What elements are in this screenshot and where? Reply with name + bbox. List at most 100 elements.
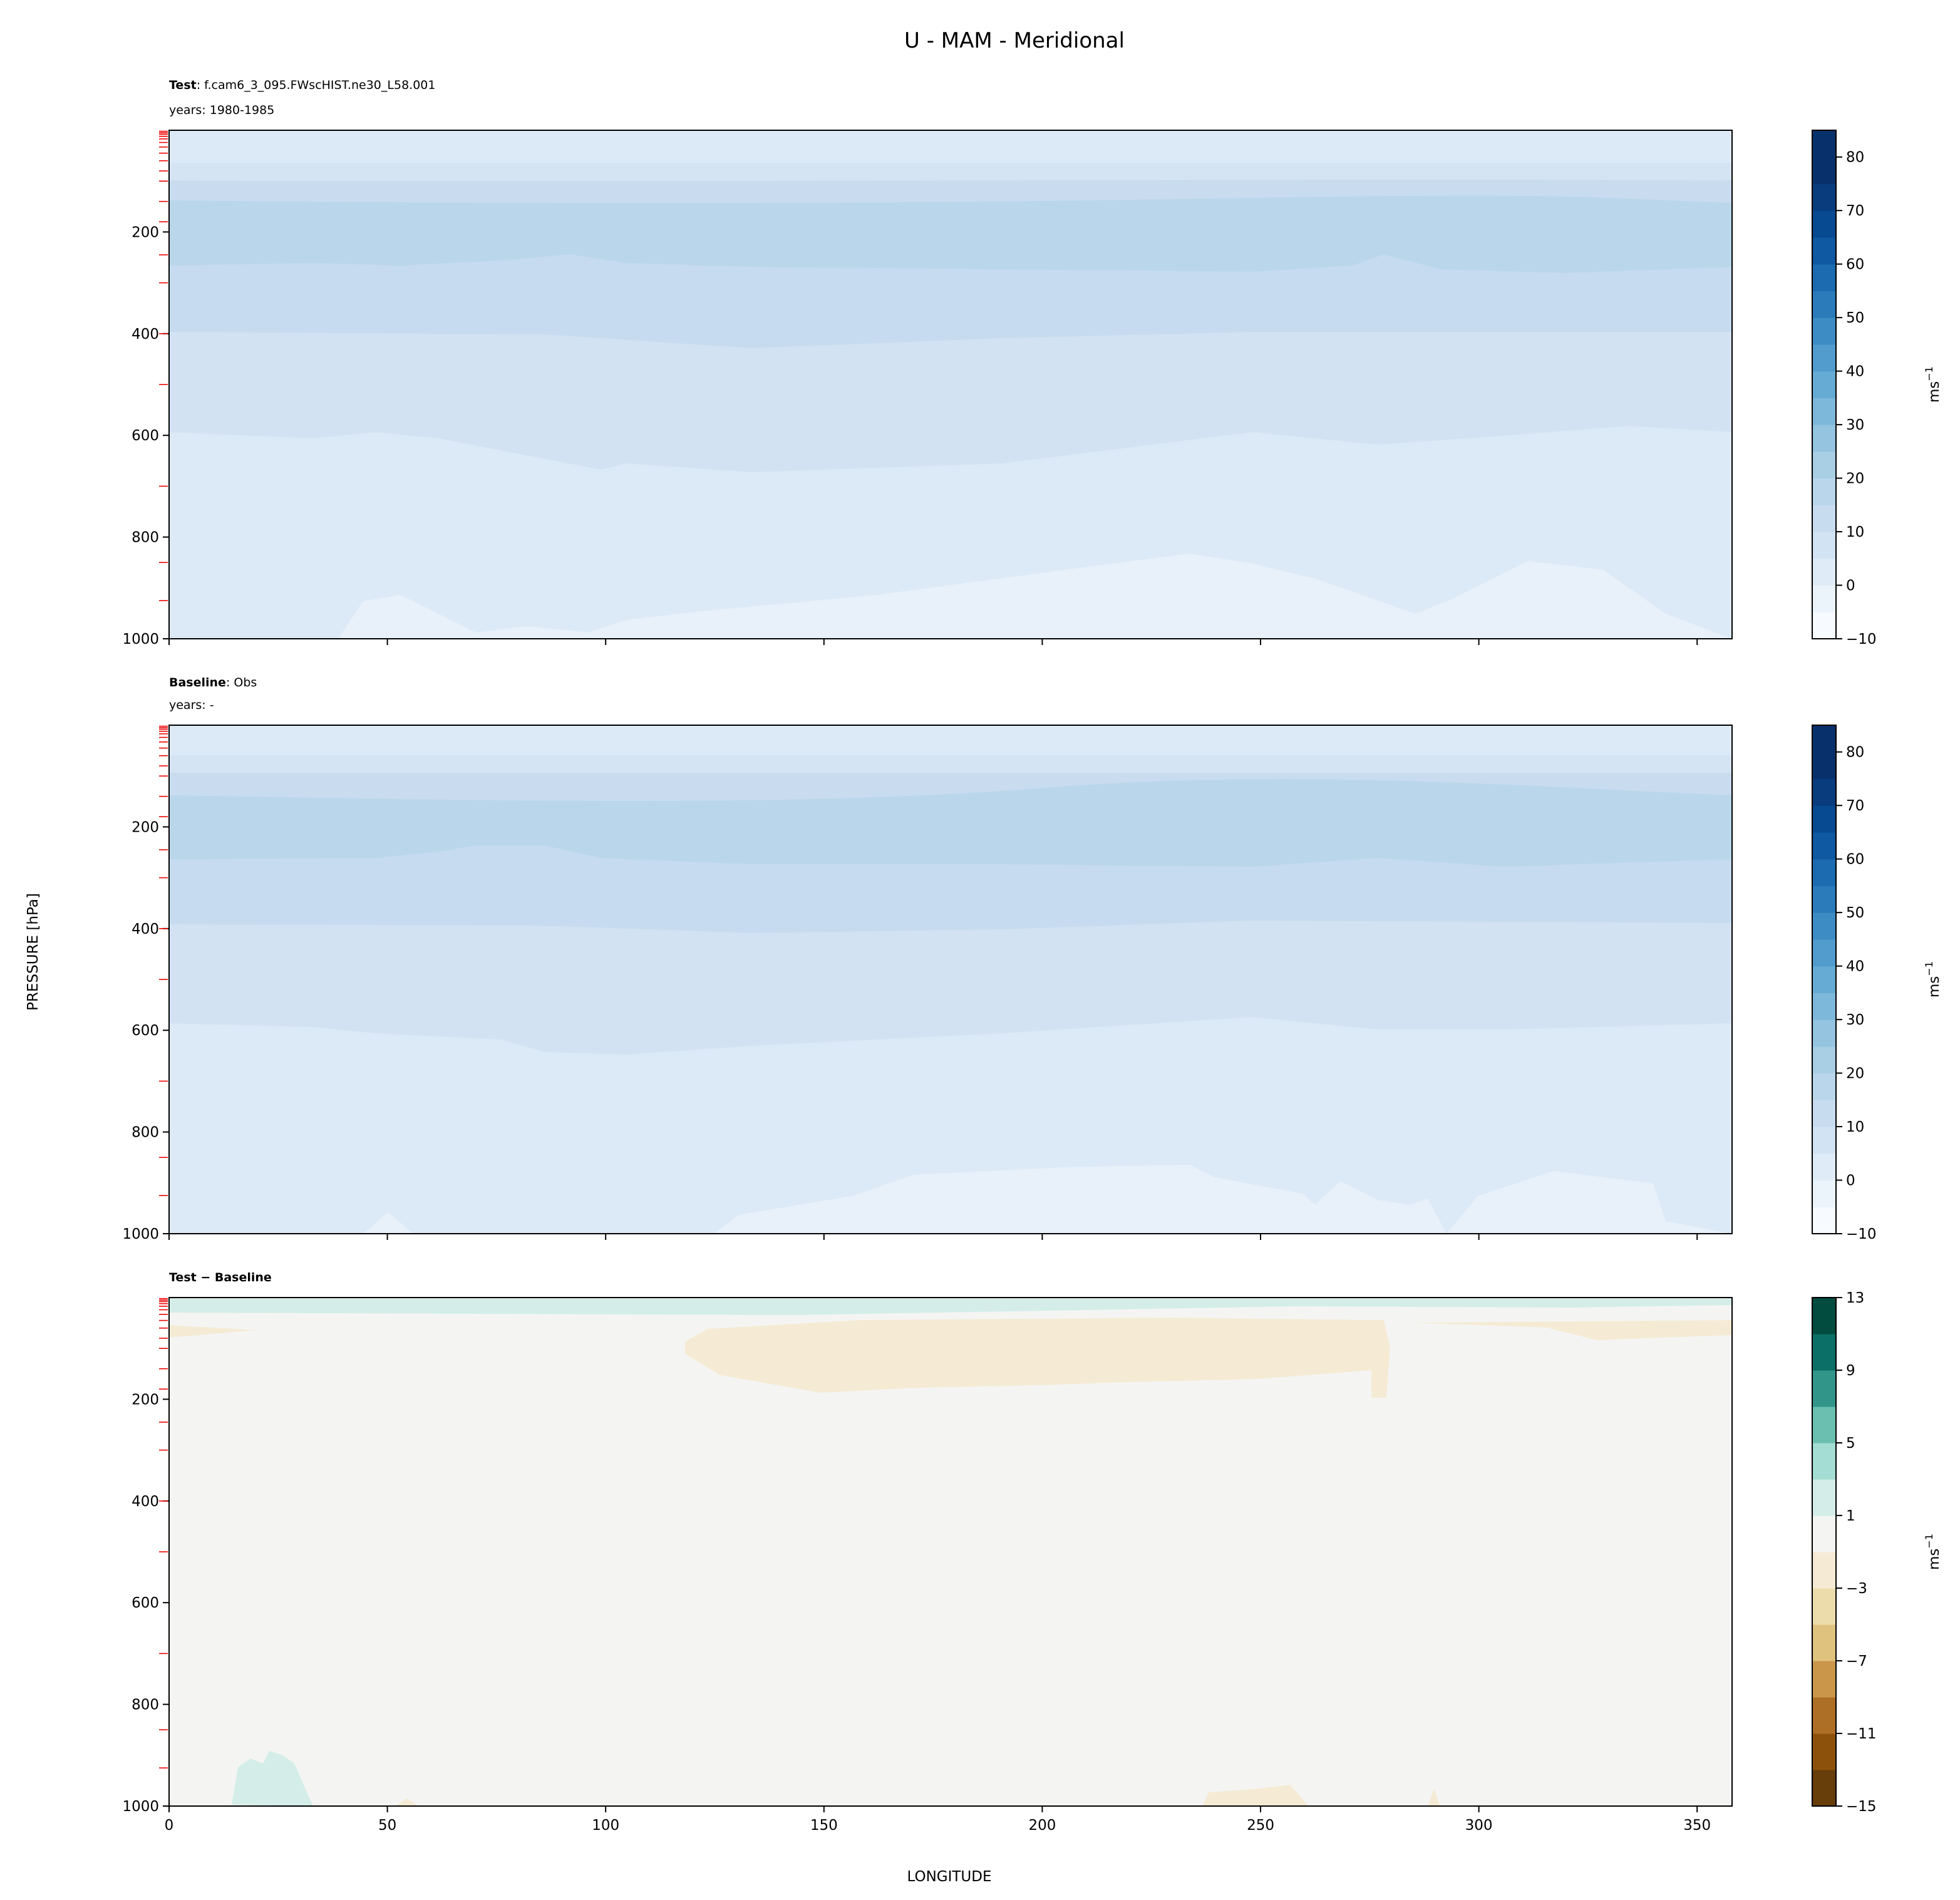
colorbar-tick-label: 70: [1846, 798, 1864, 814]
colorbar-tick-label: −3: [1846, 1581, 1867, 1597]
colorbar-frame: [1812, 1297, 1837, 1807]
colorbar-bin: [1812, 1515, 1836, 1552]
colorbar-tick-label: 60: [1846, 257, 1864, 273]
colorbar-bin: [1812, 237, 1836, 265]
colorbar-tick-label: 0: [1846, 1173, 1855, 1189]
colorbar-units-base: ms: [1926, 976, 1942, 998]
colorbar-bin: [1812, 1127, 1836, 1154]
colorbar-bin: [1812, 425, 1836, 452]
colorbar-bin: [1812, 1770, 1836, 1807]
colorbar-units-exponent: −1: [1923, 961, 1935, 976]
colorbar-bin: [1812, 1180, 1836, 1207]
colorbar-bin: [1812, 1733, 1836, 1770]
colorbar-bin: [1812, 210, 1836, 238]
x-tick-label: 350: [1683, 1817, 1711, 1834]
colorbar-frame: [1812, 725, 1837, 1234]
colorbar-bin: [1812, 778, 1836, 806]
colorbar-tick-label: 20: [1846, 471, 1864, 487]
colorbar-tick-label: −10: [1846, 631, 1877, 648]
colorbar-bin: [1812, 1370, 1836, 1407]
y-tick-label: 600: [132, 1023, 159, 1039]
colorbar-bin: [1812, 157, 1836, 185]
colorbar-bin: [1812, 371, 1836, 398]
colorbar-bin: [1812, 751, 1836, 780]
x-tick-label: 200: [1028, 1817, 1056, 1834]
y-tick-label: 200: [132, 224, 159, 240]
colorbar-tick-label: 0: [1846, 578, 1855, 594]
y-tick-label: 400: [132, 326, 159, 343]
colorbar-bin: [1812, 966, 1836, 993]
baseline-title-bold: Baseline: [169, 676, 226, 689]
test-title-run: : f.cam6_3_095.FWscHIST.ne30_L58.001: [197, 78, 436, 92]
test-years: years: 1980-1985: [169, 103, 274, 117]
colorbar-frame: [1812, 130, 1837, 639]
colorbar-bin: [1812, 1479, 1836, 1516]
colorbar-bin: [1812, 725, 1836, 753]
y-axis-label: PRESSURE [hPa]: [25, 893, 41, 1011]
colorbar-tick-label: 80: [1846, 745, 1864, 761]
colorbar-bin: [1812, 1020, 1836, 1047]
y-tick-label: 800: [132, 530, 159, 546]
x-tick-label: 300: [1465, 1817, 1493, 1834]
colorbar-bin: [1812, 1407, 1836, 1443]
colorbar-bin: [1812, 1207, 1836, 1234]
colorbar-bin: [1812, 344, 1836, 372]
colorbar-tick-label: 20: [1846, 1066, 1864, 1082]
baseline-title: Baseline: Obs: [169, 676, 257, 689]
y-tick-label: 800: [132, 1125, 159, 1141]
y-tick-label: 1000: [122, 1799, 159, 1815]
colorbar-bin: [1812, 1334, 1836, 1371]
baseline-panel: [168, 725, 1733, 1234]
colorbar-tick-label: 50: [1846, 310, 1864, 326]
y-tick-label: 400: [132, 921, 159, 937]
colorbar-tick-label: 5: [1846, 1435, 1855, 1452]
colorbar-bin: [1812, 1588, 1836, 1625]
colorbar-tick-label: 10: [1846, 1119, 1864, 1135]
x-tick-label: 50: [378, 1817, 396, 1834]
y-tick-label: 800: [132, 1697, 159, 1713]
colorbar-bin: [1812, 832, 1836, 860]
colorbar-tick-label: 1: [1846, 1508, 1855, 1524]
colorbar-bin: [1812, 885, 1836, 913]
test-title: Test: f.cam6_3_095.FWscHIST.ne30_L58.001: [169, 78, 435, 92]
colorbar-bin: [1812, 612, 1836, 639]
colorbar-tick-label: 9: [1846, 1363, 1855, 1379]
colorbar-tick-label: 60: [1846, 852, 1864, 868]
y-tick-label: 600: [132, 1595, 159, 1611]
colorbar-tick-label: 30: [1846, 1012, 1864, 1028]
colorbar-tick-label: −11: [1846, 1726, 1877, 1742]
colorbar-bin: [1812, 558, 1836, 586]
colorbar-bin: [1812, 993, 1836, 1020]
colorbar-bin: [1812, 1552, 1836, 1589]
colorbar-bin: [1812, 1624, 1836, 1661]
test-panel: [168, 130, 1733, 639]
baseline-title-run: : Obs: [226, 676, 257, 689]
colorbar-bin: [1812, 1046, 1836, 1074]
x-tick-label: 100: [592, 1817, 619, 1834]
colorbar-units: ms−1: [1923, 961, 1942, 998]
colorbar-tick-label: 13: [1846, 1290, 1864, 1306]
colorbar-bin: [1812, 451, 1836, 479]
colorbar-tick-label: 70: [1846, 203, 1864, 219]
y-tick-label: 400: [132, 1494, 159, 1510]
colorbar-bin: [1812, 183, 1836, 211]
colorbar-tick-label: 50: [1846, 905, 1864, 921]
colorbar-bin: [1812, 505, 1836, 532]
colorbar-units-base: ms: [1926, 1549, 1942, 1570]
test-title-bold: Test: [169, 78, 197, 92]
colorbar-bin: [1812, 1661, 1836, 1698]
colorbar-tick-label: 30: [1846, 417, 1864, 433]
colorbar-units: ms−1: [1923, 366, 1942, 403]
colorbar-bin: [1812, 859, 1836, 887]
colorbar-bin: [1812, 130, 1836, 158]
y-tick-label: 200: [132, 1391, 159, 1408]
y-tick-label: 600: [132, 428, 159, 444]
colorbar-bin: [1812, 1697, 1836, 1734]
y-tick-label: 1000: [122, 1226, 159, 1242]
colorbar-bin: [1812, 291, 1836, 318]
y-tick-label: 1000: [122, 631, 159, 648]
colorbar-units-base: ms: [1926, 381, 1942, 403]
x-tick-label: 150: [810, 1817, 838, 1834]
colorbar-tick-label: −10: [1846, 1226, 1877, 1242]
